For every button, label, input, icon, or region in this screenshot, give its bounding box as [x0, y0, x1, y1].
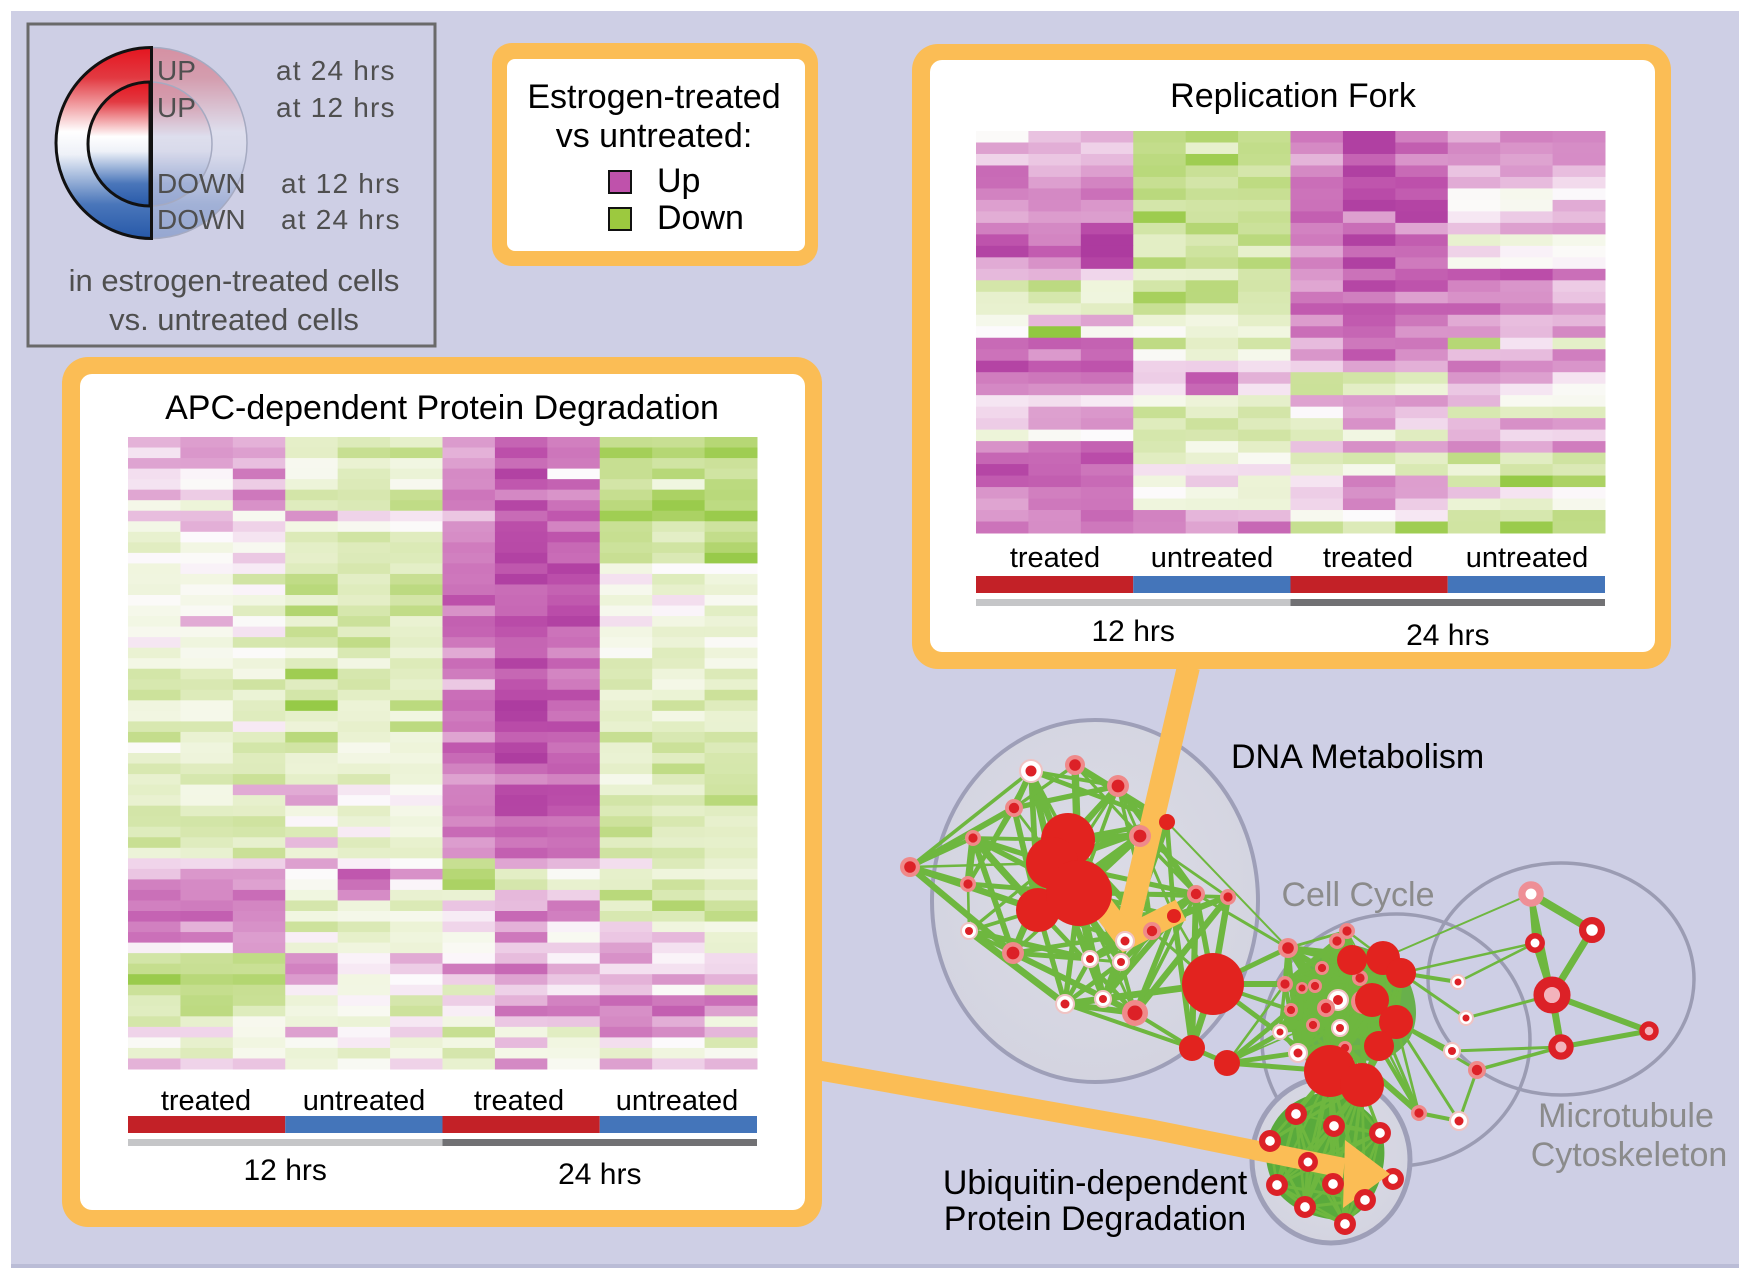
- svg-text:vs untreated:: vs untreated:: [556, 117, 753, 155]
- svg-text:Microtubule: Microtubule: [1538, 1097, 1714, 1135]
- svg-text:at 24 hrs: at 24 hrs: [276, 55, 396, 86]
- svg-text:Down: Down: [657, 199, 744, 237]
- svg-text:Cell Cycle: Cell Cycle: [1281, 876, 1434, 914]
- svg-text:DOWN: DOWN: [157, 204, 246, 235]
- svg-text:DNA Metabolism: DNA Metabolism: [1231, 738, 1484, 776]
- svg-text:at 24 hrs: at 24 hrs: [281, 204, 401, 235]
- svg-text:12 hrs: 12 hrs: [1092, 615, 1175, 648]
- svg-text:at 12 hrs: at 12 hrs: [281, 168, 401, 199]
- svg-text:treated: treated: [1010, 542, 1100, 574]
- svg-text:treated: treated: [1323, 542, 1413, 574]
- svg-text:APC-dependent Protein Degradat: APC-dependent Protein Degradation: [165, 389, 719, 427]
- svg-text:24 hrs: 24 hrs: [1406, 619, 1489, 652]
- svg-text:Up: Up: [657, 162, 700, 200]
- svg-text:Estrogen-treated: Estrogen-treated: [527, 78, 780, 116]
- svg-text:in estrogen-treated cells: in estrogen-treated cells: [69, 263, 400, 298]
- svg-text:treated: treated: [474, 1085, 564, 1117]
- svg-text:UP: UP: [157, 92, 196, 123]
- svg-text:Protein Degradation: Protein Degradation: [944, 1200, 1246, 1238]
- svg-text:untreated: untreated: [303, 1085, 426, 1117]
- svg-text:untreated: untreated: [616, 1085, 739, 1117]
- svg-text:UP: UP: [157, 55, 196, 86]
- svg-text:DOWN: DOWN: [157, 168, 246, 199]
- svg-text:untreated: untreated: [1466, 542, 1589, 574]
- svg-text:12 hrs: 12 hrs: [244, 1154, 327, 1187]
- svg-text:at 12 hrs: at 12 hrs: [276, 92, 396, 123]
- svg-text:24 hrs: 24 hrs: [558, 1158, 641, 1191]
- svg-text:untreated: untreated: [1151, 542, 1274, 574]
- svg-text:Ubiquitin-dependent: Ubiquitin-dependent: [943, 1164, 1248, 1202]
- svg-text:Cytoskeleton: Cytoskeleton: [1531, 1136, 1728, 1174]
- svg-text:vs. untreated cells: vs. untreated cells: [109, 302, 359, 337]
- svg-text:Replication Fork: Replication Fork: [1170, 77, 1417, 115]
- svg-text:treated: treated: [161, 1085, 251, 1117]
